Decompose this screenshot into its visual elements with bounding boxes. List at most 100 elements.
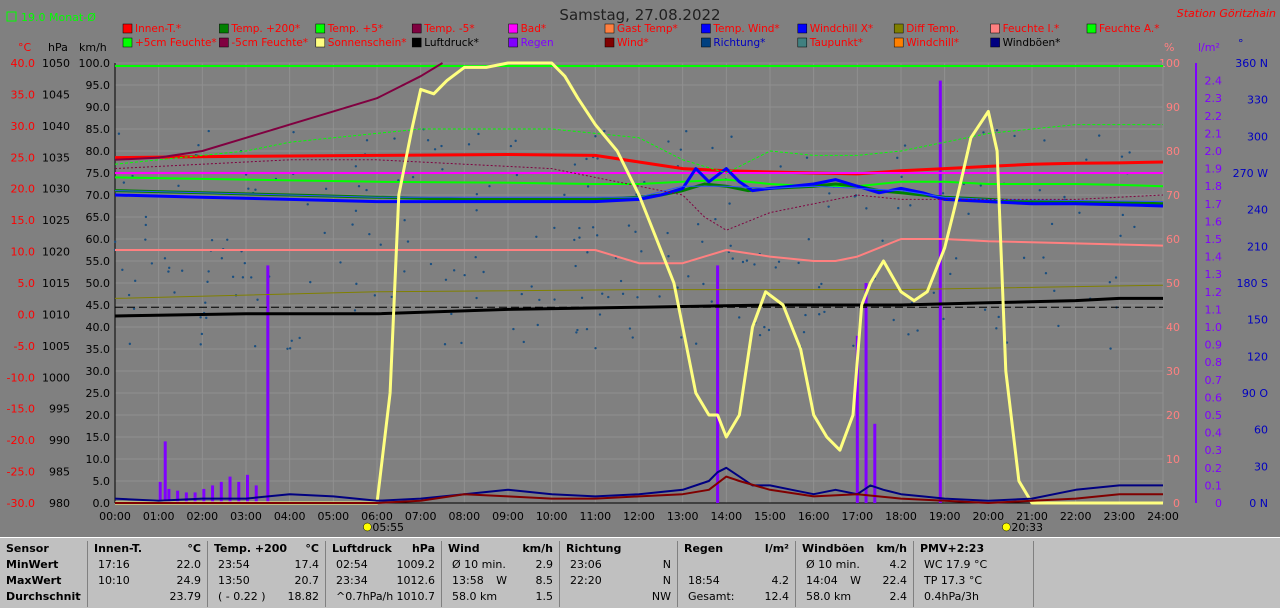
legend-label: Innen-T.* [135, 23, 181, 35]
stats-group-header: Wind km/h [448, 541, 553, 557]
sun-set-icon [1002, 522, 1011, 532]
stats-cell-time: 18:54 [688, 574, 720, 587]
stats-group-unit: °C [305, 542, 319, 555]
temp-tick-label: 5.0 [18, 277, 36, 290]
rain-hist-bar [219, 481, 223, 503]
temp-tick-label: -25.0 [7, 466, 35, 479]
direction-dot [467, 143, 471, 146]
direction-tick-label: 30 [1254, 460, 1268, 473]
direction-dot [594, 135, 597, 138]
direction-dot [607, 295, 610, 299]
stats-cell-time: Ø 10 min. [452, 558, 506, 571]
speed-tick-label: 50.0 [86, 277, 111, 290]
stats-row: ( - 0.22 ) 18.82 [214, 589, 319, 605]
direction-dot [576, 328, 579, 332]
direction-dot [820, 282, 823, 286]
direction-dot [710, 300, 713, 303]
direction-dot [309, 280, 312, 284]
legend-label: Windchill* [906, 37, 959, 49]
direction-dot [797, 261, 800, 265]
avg-indicator [6, 11, 17, 22]
direction-dot [475, 296, 478, 300]
direction-dot [763, 325, 766, 329]
direction-dot [603, 129, 606, 133]
direction-dot [702, 282, 705, 286]
rain-tick-label: 1.9 [1205, 163, 1223, 176]
stats-group-unit: °C [187, 542, 201, 555]
series-line [114, 296, 1163, 318]
direction-dot [1057, 324, 1060, 328]
stats-group-unit: hPa [411, 542, 435, 555]
direction-dot [714, 217, 717, 221]
stats-group-header: Luftdruck hPa [332, 541, 435, 557]
rain-tick-label: 1.3 [1205, 268, 1223, 281]
speed-tick-label: 5.0 [93, 475, 111, 488]
direction-dot [1043, 139, 1046, 142]
stats-row: 23:34 1012.6 [332, 573, 435, 589]
direction-dot [628, 327, 632, 330]
direction-dot [741, 260, 745, 264]
stats-cell-value: 17.4 [294, 558, 320, 571]
direction-dot [728, 202, 731, 205]
direction-dot [997, 315, 1000, 319]
speed-tick-label: 85.0 [86, 123, 111, 136]
direction-dot [753, 263, 756, 266]
direction-dot [1085, 158, 1088, 161]
x-tick-label: 20:00 [972, 510, 1004, 523]
stats-cell-time: TP 17.3 °C [924, 574, 983, 587]
direction-dot [585, 157, 588, 161]
legend-label: Diff Temp. [906, 23, 959, 35]
series-line [114, 62, 444, 161]
stats-group-header: Richtung [566, 541, 671, 557]
direction-tick-label: 120 [1247, 350, 1268, 363]
x-tick-label: 19:00 [929, 510, 961, 523]
stats-cell-time: 17:16 [98, 558, 130, 571]
rain-unit-label: l/m² [1198, 41, 1220, 54]
stats-row: NW [566, 589, 671, 605]
direction-tick-label: 300 [1247, 130, 1268, 143]
rain-hist-bar [158, 481, 162, 503]
direction-dot [1114, 276, 1118, 279]
stats-cell-time: 10:10 [98, 574, 130, 587]
rain-bar [716, 265, 720, 503]
rain-tick-label: 2.3 [1205, 92, 1223, 105]
legend-swatch [411, 23, 422, 34]
direction-dot [167, 270, 170, 273]
direction-dot [979, 184, 982, 187]
direction-dot [1097, 134, 1101, 137]
legend-label: Regen [521, 37, 554, 49]
direction-tick-label: 150 [1247, 314, 1268, 327]
legend-label: Bad* [521, 23, 547, 35]
stats-cell-value: 2.9 [535, 558, 554, 571]
stats-sensor-header: Sensor [6, 541, 81, 557]
stats-row: 10:10 24.9 [94, 573, 201, 589]
direction-dot [393, 137, 396, 140]
direction-dot [450, 312, 453, 316]
direction-dot [1128, 151, 1131, 154]
stats-cell-time: 23:54 [218, 558, 250, 571]
temp-tick-label: -20.0 [7, 434, 35, 447]
stats-row: 58.0 km 1.5 [448, 589, 553, 605]
speed-tick-label: 15.0 [86, 431, 111, 444]
legend-label: Feuchte A.* [1099, 23, 1160, 35]
direction-dot [199, 316, 202, 319]
temp-tick-label: 30.0 [11, 120, 36, 133]
direction-dot [298, 336, 301, 340]
stats-group: Temp. +200 °C 23:54 17.4 13:50 20.7 ( - 0.22 )… [208, 541, 326, 607]
direction-dot [354, 165, 358, 168]
pressure-tick-label: 1025 [42, 214, 70, 227]
speed-tick-label: 10.0 [86, 453, 111, 466]
stats-row: Ø 10 min. 4.2 [802, 557, 907, 573]
stats-group-header: Windböen km/h [802, 541, 907, 557]
speed-tick-label: 95.0 [86, 79, 111, 92]
x-tick-label: 21:00 [1016, 510, 1048, 523]
legend-label: Luftdruck* [424, 37, 479, 49]
direction-dot [117, 132, 121, 135]
direction-dot [463, 273, 466, 277]
direction-dot [802, 330, 806, 334]
stats-group-unit: l/m² [764, 542, 789, 555]
direction-dot [1042, 256, 1045, 259]
direction-dot [197, 144, 200, 147]
series-line [114, 185, 1164, 203]
direction-dot [441, 168, 444, 171]
